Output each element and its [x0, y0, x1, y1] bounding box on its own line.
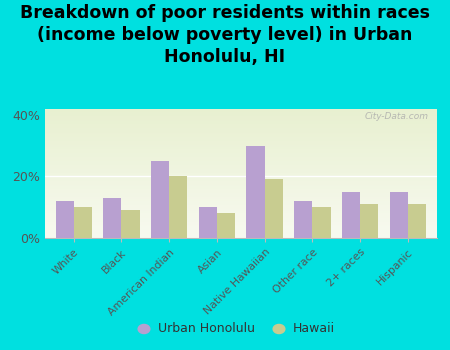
Bar [122, 210, 140, 238]
Bar [360, 204, 378, 238]
Bar [103, 198, 122, 238]
Bar [312, 207, 330, 238]
Text: Hawaii: Hawaii [292, 322, 335, 336]
Text: Breakdown of poor residents within races
(income below poverty level) in Urban
H: Breakdown of poor residents within races… [20, 4, 430, 66]
Bar [55, 201, 74, 238]
Bar [342, 192, 360, 238]
Text: Urban Honolulu: Urban Honolulu [158, 322, 255, 336]
Text: City-Data.com: City-Data.com [364, 112, 429, 121]
Bar [151, 161, 169, 238]
Bar [199, 207, 217, 238]
Bar [247, 146, 265, 238]
Bar [265, 180, 283, 238]
Bar [408, 204, 426, 238]
Bar [294, 201, 312, 238]
Bar [74, 207, 92, 238]
Bar [169, 176, 187, 238]
Bar [217, 214, 235, 238]
Bar [390, 192, 408, 238]
